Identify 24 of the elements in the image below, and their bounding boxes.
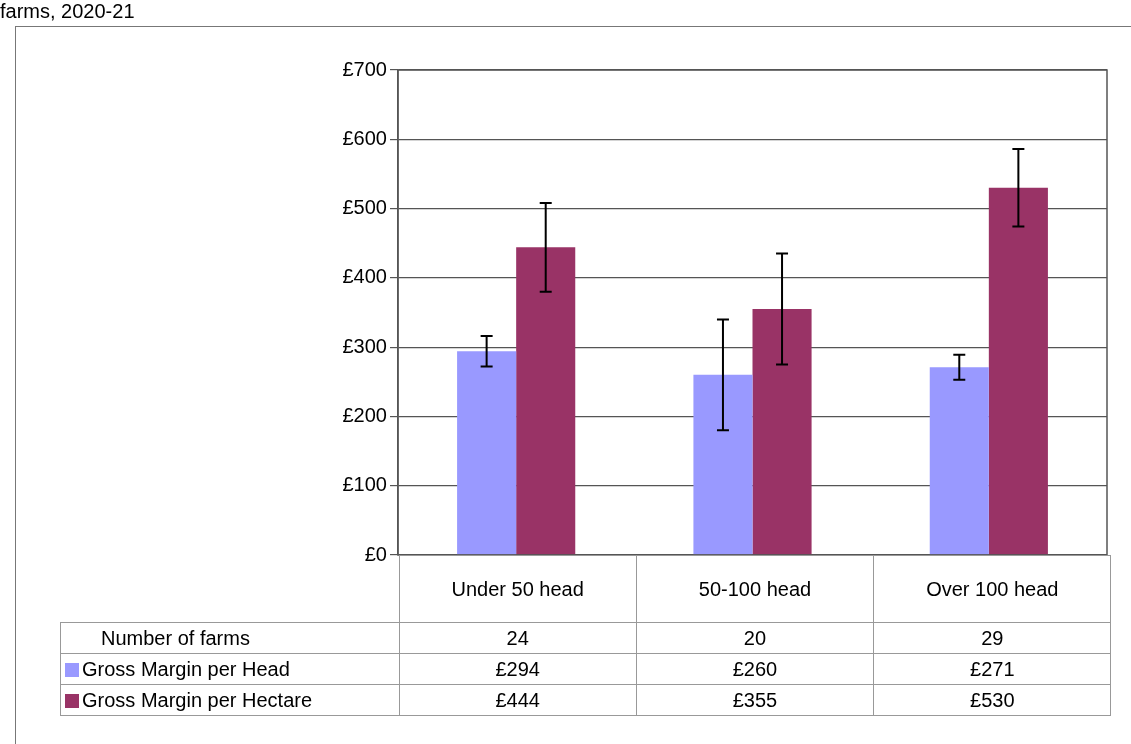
data-label: £260 (636, 653, 874, 685)
y-tick-label: £600 (342, 126, 387, 149)
x-tick-label: Over 100 head (873, 555, 1111, 623)
text: 29 (873, 622, 1111, 654)
legend-label: Gross Margin per Hectare (60, 684, 399, 716)
y-tick-label: £300 (342, 334, 387, 357)
y-tick-label: £400 (342, 265, 387, 288)
data-label: £355 (636, 684, 874, 716)
y-tick-label: £0 (364, 542, 387, 565)
data-label: £444 (399, 684, 637, 716)
y-tick-label: £700 (342, 57, 387, 80)
text: 20 (636, 622, 874, 654)
x-tick-label: Under 50 head (399, 555, 637, 623)
text: farms, 2020-21 (0, 0, 135, 23)
text: 24 (399, 622, 637, 654)
y-tick-label: £100 (342, 473, 387, 496)
data-label: £271 (873, 653, 1111, 685)
x-tick-label: 50-100 head (636, 555, 874, 623)
text: Number of farms (60, 622, 399, 654)
data-label: £294 (399, 653, 637, 685)
y-tick-label: £500 (342, 196, 387, 219)
data-label: £530 (873, 684, 1111, 716)
legend-label: Gross Margin per Head (60, 653, 399, 685)
y-tick-label: £200 (342, 403, 387, 426)
